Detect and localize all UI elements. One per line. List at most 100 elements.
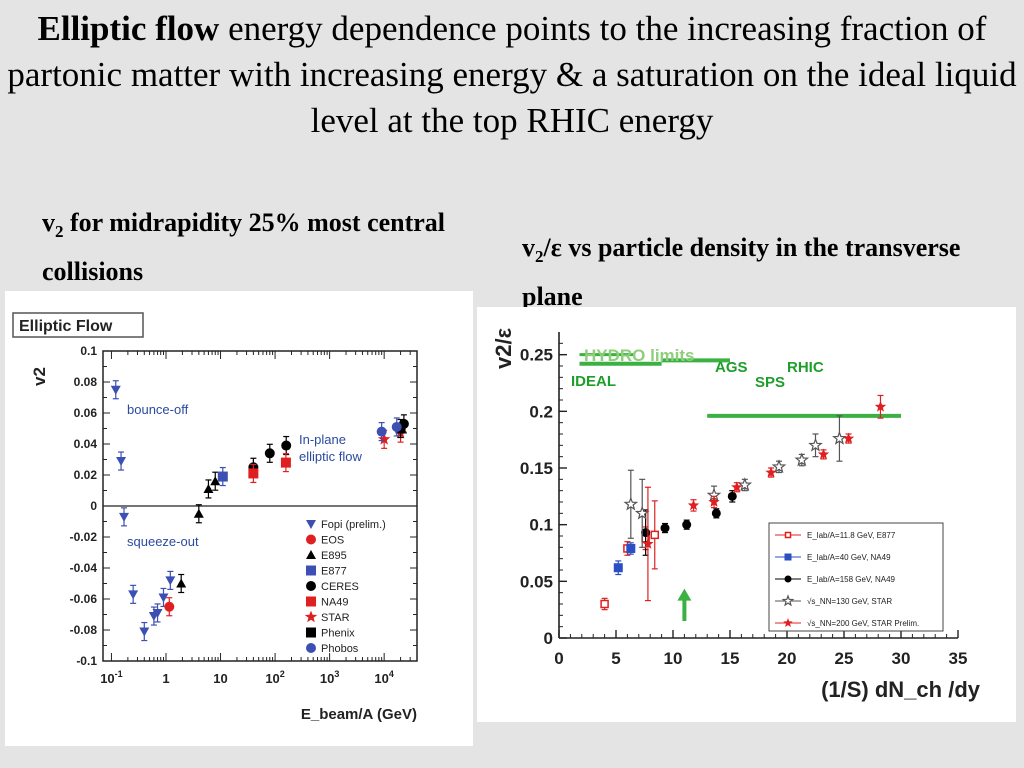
y-tick-label: 0 <box>90 499 97 513</box>
y-axis-label: v2/ε <box>491 327 516 369</box>
data-point <box>660 523 670 533</box>
right-caption: v2/ε vs particle density in the transver… <box>522 228 992 317</box>
legend-label: E877 <box>321 566 347 578</box>
data-point <box>281 440 292 451</box>
data-point <box>164 601 175 612</box>
legend-marker <box>306 581 316 591</box>
data-point <box>248 468 259 479</box>
legend-marker <box>784 575 792 583</box>
left-caption-sub: 2 <box>55 222 64 242</box>
right-caption-sub: 2 <box>535 247 544 267</box>
data-point <box>165 576 176 586</box>
annotation-in-plane: In-plane <box>299 432 346 447</box>
legend-label: NA49 <box>321 597 349 609</box>
x-tick-label: 104 <box>374 669 393 686</box>
ideal-label: IDEAL <box>571 373 616 390</box>
data-point <box>613 563 623 573</box>
data-point <box>737 477 753 492</box>
legend-label: E_lab/A=11.8 GeV, E877 <box>807 531 896 540</box>
data-point <box>832 430 847 445</box>
legend-marker <box>306 643 316 653</box>
y-tick-label: 0.1 <box>80 344 97 358</box>
data-point <box>152 608 163 618</box>
data-point <box>116 457 127 467</box>
legend-label: CERES <box>321 581 359 593</box>
y-tick-label: 0.02 <box>74 468 98 482</box>
right-caption-text: /ε vs particle density in the transverse… <box>522 233 961 312</box>
chart-title: Elliptic Flow <box>19 318 113 335</box>
data-point <box>817 448 830 460</box>
left-caption: v2 for midrapidity 25% most central coll… <box>42 203 472 292</box>
x-tick-label: 5 <box>611 649 620 668</box>
data-point <box>727 491 737 501</box>
right-caption-v: v <box>522 233 535 262</box>
data-point <box>391 421 402 432</box>
data-point <box>119 512 130 522</box>
legend-marker <box>306 627 316 638</box>
data-point <box>711 508 721 518</box>
data-point <box>626 543 636 553</box>
x-tick-label: 20 <box>778 649 797 668</box>
data-point <box>874 400 887 412</box>
data-point <box>682 520 692 530</box>
data-point <box>642 537 654 549</box>
y-tick-label: 0.15 <box>520 459 553 478</box>
y-axis-label: v2 <box>30 367 49 386</box>
data-point <box>731 481 743 493</box>
y-tick-label: 0.04 <box>74 437 98 451</box>
legend-label: √s_NN=130 GeV, STAR <box>807 597 892 606</box>
x-tick-label: 35 <box>949 649 968 668</box>
legend-label: Phobos <box>321 643 359 655</box>
annotation-bounce-off: bounce-off <box>127 402 189 417</box>
x-axis-label: (1/S) dN_ch /dy <box>821 677 981 702</box>
y-tick-label: -0.02 <box>70 530 98 544</box>
y-tick-label: 0.2 <box>529 402 553 421</box>
legend-marker <box>304 610 318 623</box>
x-tick-label: 10-1 <box>100 669 122 686</box>
legend-marker <box>783 618 793 627</box>
rhic-label: RHIC <box>787 359 824 376</box>
data-point <box>203 483 214 493</box>
slide-title: Elliptic flow energy dependence points t… <box>0 6 1024 144</box>
annotation-elliptic-flow: elliptic flow <box>299 449 362 464</box>
legend-label: Phenix <box>321 628 355 640</box>
legend-marker <box>306 550 316 559</box>
legend-label: E_lab/A=40 GeV, NA49 <box>807 553 891 562</box>
data-point <box>158 593 169 603</box>
data-point <box>378 432 391 445</box>
x-tick-label: 0 <box>554 649 563 668</box>
data-point <box>128 590 139 600</box>
chart-title-box <box>12 312 144 338</box>
legend-label: STAR <box>321 612 350 624</box>
data-point <box>771 459 787 474</box>
right-chart-panel: 0 0.05 0.1 0.15 0.2 0.25 0 5 10 15 20 25 30 35 (1/S) d… <box>477 307 1016 722</box>
y-tick-label: 0.25 <box>520 346 553 365</box>
legend-marker <box>781 594 795 607</box>
legend-marker <box>784 553 792 561</box>
ags-label: AGS <box>715 359 748 376</box>
left-chart-panel: Elliptic Flow 0.1 0.08 0.06 0.04 0.02 0 -0.02 -0… <box>5 291 473 746</box>
data-point <box>650 530 660 540</box>
x-tick-label: 15 <box>721 649 740 668</box>
elliptic-flow-chart: Elliptic Flow 0.1 0.08 0.06 0.04 0.02 0 -0.02 -0… <box>12 312 418 723</box>
x-tick-label: 1 <box>162 671 169 686</box>
title-rest: energy dependence points to the increasi… <box>7 9 1017 140</box>
x-tick-label: 10 <box>664 649 683 668</box>
legend-label: E895 <box>321 550 347 562</box>
x-tick-label: 25 <box>835 649 854 668</box>
data-point <box>634 505 650 520</box>
legend-label: E_lab/A=158 GeV, NA49 <box>807 575 896 584</box>
data-point <box>376 426 387 437</box>
y-tick-label: 0.08 <box>74 375 98 389</box>
hydro-limits-label: HYDRO limits <box>584 346 695 365</box>
legend-marker <box>306 534 316 545</box>
data-point <box>794 452 810 467</box>
data-point <box>280 457 291 468</box>
data-point <box>264 448 275 459</box>
data-point <box>765 466 777 478</box>
data-point <box>176 578 187 588</box>
data-point <box>110 385 121 395</box>
legend-marker <box>784 531 792 539</box>
legend-marker <box>306 596 316 607</box>
data-point <box>210 476 221 486</box>
